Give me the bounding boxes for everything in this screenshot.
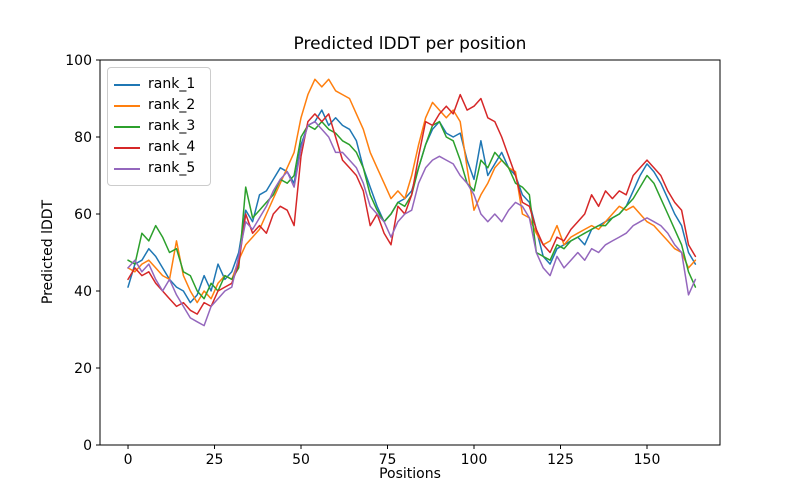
x-tick-label: 125 <box>547 452 574 468</box>
legend-label: rank_4 <box>148 139 196 155</box>
legend-label: rank_5 <box>148 160 196 176</box>
series-line-rank_2 <box>127 78 697 304</box>
chart-title: Predicted lDDT per position <box>293 34 527 54</box>
series-line-rank_4 <box>127 93 697 315</box>
y-tick-label: 100 <box>65 53 92 69</box>
legend-item-rank-5: rank_5 <box>114 158 202 179</box>
legend-label: rank_1 <box>148 76 196 92</box>
x-tick-label: 100 <box>461 452 488 468</box>
legend-line-swatch <box>114 104 140 107</box>
legend-label: rank_3 <box>148 118 196 134</box>
legend-line-swatch <box>114 83 140 86</box>
series-line-rank_5 <box>127 120 697 327</box>
legend: rank_1 rank_2 rank_3 rank_4 rank_5 <box>107 67 211 186</box>
x-tick-label: 150 <box>634 452 661 468</box>
y-tick-label: 40 <box>74 284 92 300</box>
legend-item-rank-3: rank_3 <box>114 116 202 137</box>
x-tick-label: 75 <box>379 452 397 468</box>
x-tick-label: 0 <box>124 452 133 468</box>
legend-item-rank-4: rank_4 <box>114 137 202 158</box>
series-line-rank_1 <box>127 109 697 304</box>
legend-line-swatch <box>114 146 140 149</box>
x-tick-label: 25 <box>206 452 224 468</box>
legend-line-swatch <box>114 167 140 170</box>
x-tick-label: 50 <box>292 452 310 468</box>
y-tick-label: 80 <box>74 130 92 146</box>
x-axis-label: Positions <box>379 466 441 482</box>
legend-line-swatch <box>114 125 140 128</box>
legend-label: rank_2 <box>148 97 196 113</box>
legend-item-rank-1: rank_1 <box>114 74 202 95</box>
y-tick-label: 0 <box>83 438 92 454</box>
y-tick-label: 60 <box>74 207 92 223</box>
axes-spines <box>99 59 721 446</box>
legend-item-rank-2: rank_2 <box>114 95 202 116</box>
y-tick-label: 20 <box>74 361 92 377</box>
